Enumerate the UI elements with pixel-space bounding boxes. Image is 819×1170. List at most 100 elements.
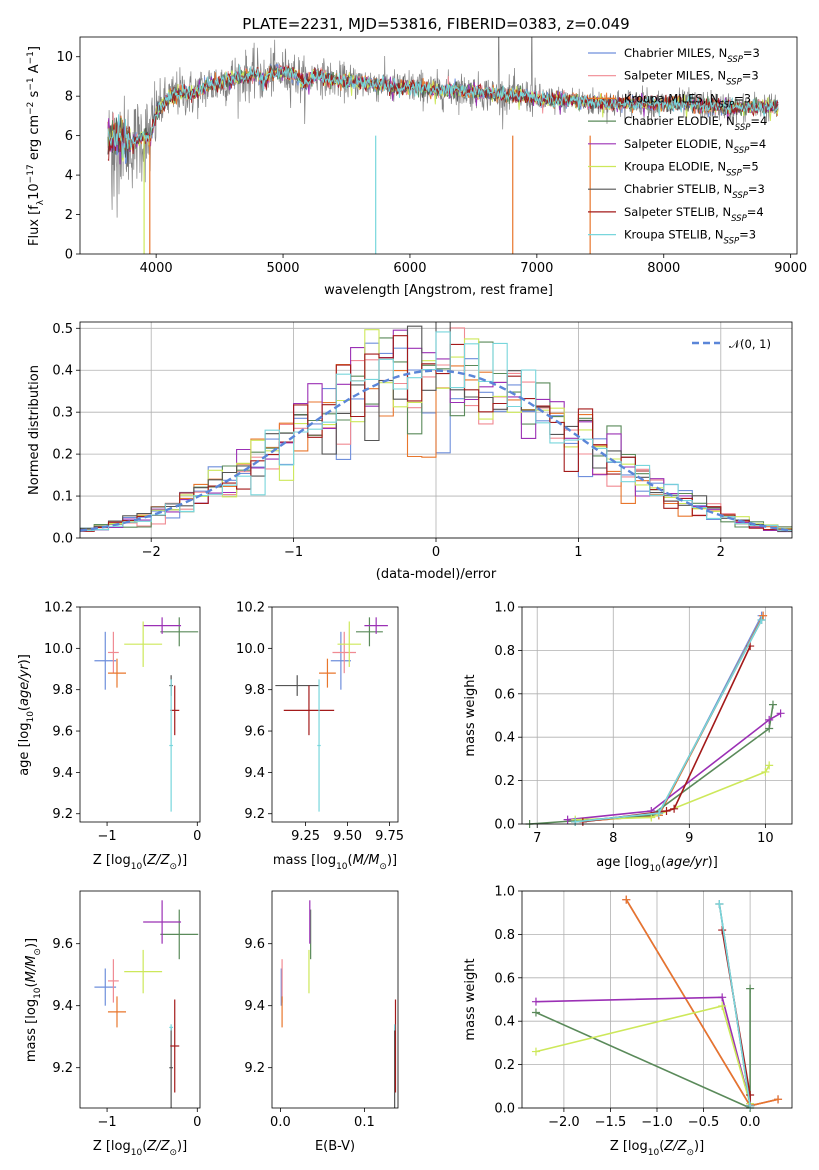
series-marker	[670, 804, 679, 813]
x-axis-label: age [log10(age/yr)]	[596, 855, 718, 874]
x-tick-label: 5000	[266, 261, 299, 276]
y-axis-label: mass weight	[463, 674, 478, 756]
figure-title: PLATE=2231, MJD=53816, FIBERID=0383, z=0…	[242, 15, 629, 33]
y-tick-label: 9.8	[244, 683, 265, 698]
series-marker	[757, 616, 766, 625]
x-axis-label: Z [log10(Z/Z⊙)]	[93, 853, 187, 872]
series-marker	[662, 806, 671, 815]
y-tick-label: 0.5	[52, 322, 73, 337]
series-marker	[761, 767, 770, 776]
y-tick-label: 10.2	[44, 601, 73, 616]
y-tick-label: 9.2	[244, 1061, 265, 1076]
y-axis-label: age [log10(age/yr)]	[17, 654, 36, 776]
x-tick-label: −1	[97, 1115, 116, 1130]
y-axis-label: Flux [fλ10−17 erg cm−2 s−1 A−1]	[26, 46, 46, 246]
y-tick-label: 2	[65, 208, 73, 223]
y-tick-label: 9.6	[52, 937, 73, 952]
x-tick-label: −1	[97, 829, 116, 844]
series-marker	[759, 611, 768, 620]
x-tick-label: 1	[574, 545, 582, 560]
x-tick-label: −2	[142, 545, 161, 560]
series-line	[575, 615, 764, 823]
x-tick-label: 10	[757, 831, 774, 846]
legend-entry: Chabrier ELODIE, NSSP=4	[624, 114, 767, 133]
series-marker	[531, 1047, 540, 1056]
legend-entry: Salpeter MILES, NSSP=3	[624, 69, 759, 88]
y-tick-label: 0.8	[494, 644, 515, 659]
x-tick-label: 9.50	[333, 829, 362, 844]
x-tick-label: 9.25	[291, 829, 320, 844]
y-tick-label: 10.0	[44, 642, 73, 657]
y-tick-label: 0	[65, 248, 73, 263]
series-line	[625, 899, 779, 1107]
series-line	[575, 615, 764, 823]
series-line	[575, 615, 763, 823]
axes-age-vs-Z: −1 0 9.2 9.4 9.6 9.8 10.0 10.2 Z [log10(Z/Z⊙)] ag…	[17, 601, 201, 873]
y-tick-label: 0.4	[494, 1015, 515, 1030]
y-tick-label: 9.6	[52, 725, 73, 740]
series-line	[535, 996, 751, 1104]
series-marker	[571, 817, 580, 826]
y-tick-label: 9.2	[244, 807, 265, 822]
y-tick-label: 0.0	[52, 532, 73, 547]
series-line	[535, 1005, 751, 1104]
y-tick-label: 0.6	[494, 971, 515, 986]
series-line	[575, 764, 770, 821]
y-tick-label: 0.8	[494, 928, 515, 943]
series-marker	[765, 715, 774, 724]
x-tick-label: 0	[432, 545, 440, 560]
y-tick-label: 9.2	[52, 807, 73, 822]
x-axis-label: Z [log10(Z/Z⊙)]	[610, 1139, 704, 1158]
x-tick-label: 9.75	[375, 829, 404, 844]
x-tick-label: 9	[685, 831, 693, 846]
y-tick-label: 1.0	[494, 885, 515, 900]
y-tick-label: 6	[65, 129, 73, 144]
y-tick-label: 9.8	[52, 683, 73, 698]
x-tick-label: 8	[609, 831, 617, 846]
series-line	[567, 712, 781, 821]
x-axis-label: Z [log10(Z/Z⊙)]	[93, 1139, 187, 1158]
axes-age-vs-mass: 9.25 9.50 9.75 9.2 9.4 9.6 9.8 10.0 10.2 mass [lo…	[236, 601, 404, 873]
legend-entry: Salpeter ELODIE, NSSP=4	[624, 137, 766, 156]
x-tick-label: 8000	[647, 261, 680, 276]
series-marker	[563, 815, 572, 824]
x-tick-label: −1.0	[641, 1115, 673, 1130]
x-tick-label: 0	[193, 1115, 201, 1130]
axes-mass-weight-vs-age: 7 8 9 10 0.0 0.2 0.4 0.6 0.8 1.0 age [log10(age/yr…	[463, 601, 793, 874]
y-tick-label: 9.4	[52, 766, 73, 781]
y-tick-label: 9.6	[244, 937, 265, 952]
series-marker	[746, 984, 755, 993]
x-tick-label: 0.0	[270, 1115, 291, 1130]
y-tick-label: 9.4	[244, 999, 265, 1014]
axes-frame	[521, 890, 793, 1109]
x-tick-label: 6000	[393, 261, 426, 276]
x-tick-label: 0.1	[354, 1115, 375, 1130]
x-axis-label: E(B-V)	[315, 1139, 355, 1154]
axes-frame	[521, 606, 793, 825]
series-marker	[765, 724, 774, 733]
series-line	[625, 899, 779, 1107]
series-marker	[531, 1008, 540, 1017]
x-tick-label: 7000	[520, 261, 553, 276]
x-tick-label: 9000	[774, 261, 807, 276]
series-line	[625, 899, 779, 1107]
axes-spectrum: 4000 5000 6000 7000 8000 9000 0 2 4 6 8 10 wavelengt…	[26, 36, 807, 298]
y-tick-label: 1.0	[494, 601, 515, 616]
y-tick-label: 9.6	[244, 725, 265, 740]
series-marker	[647, 813, 656, 822]
axes-mass-weight-vs-Z: −2.0 −1.5 −1.0 −0.5 0.0 0.0 0.2 0.4 0.6 0.8 1.0 Z […	[463, 885, 793, 1158]
axes-frame	[79, 321, 793, 539]
axes-frame	[79, 36, 798, 255]
y-tick-label: 0.1	[52, 490, 73, 505]
y-tick-label: 9.2	[52, 1061, 73, 1076]
y-tick-label: 10.0	[236, 642, 265, 657]
y-tick-label: 0.0	[494, 818, 515, 833]
legend-entry: Chabrier STELIB, NSSP=3	[624, 182, 765, 201]
y-axis-label: mass weight	[463, 958, 478, 1040]
axes-frame	[79, 606, 201, 823]
series-marker	[776, 709, 785, 718]
series-line	[582, 645, 751, 823]
y-axis-label: mass [log10(M/M⊙)]	[24, 938, 43, 1062]
series-marker	[768, 700, 777, 709]
